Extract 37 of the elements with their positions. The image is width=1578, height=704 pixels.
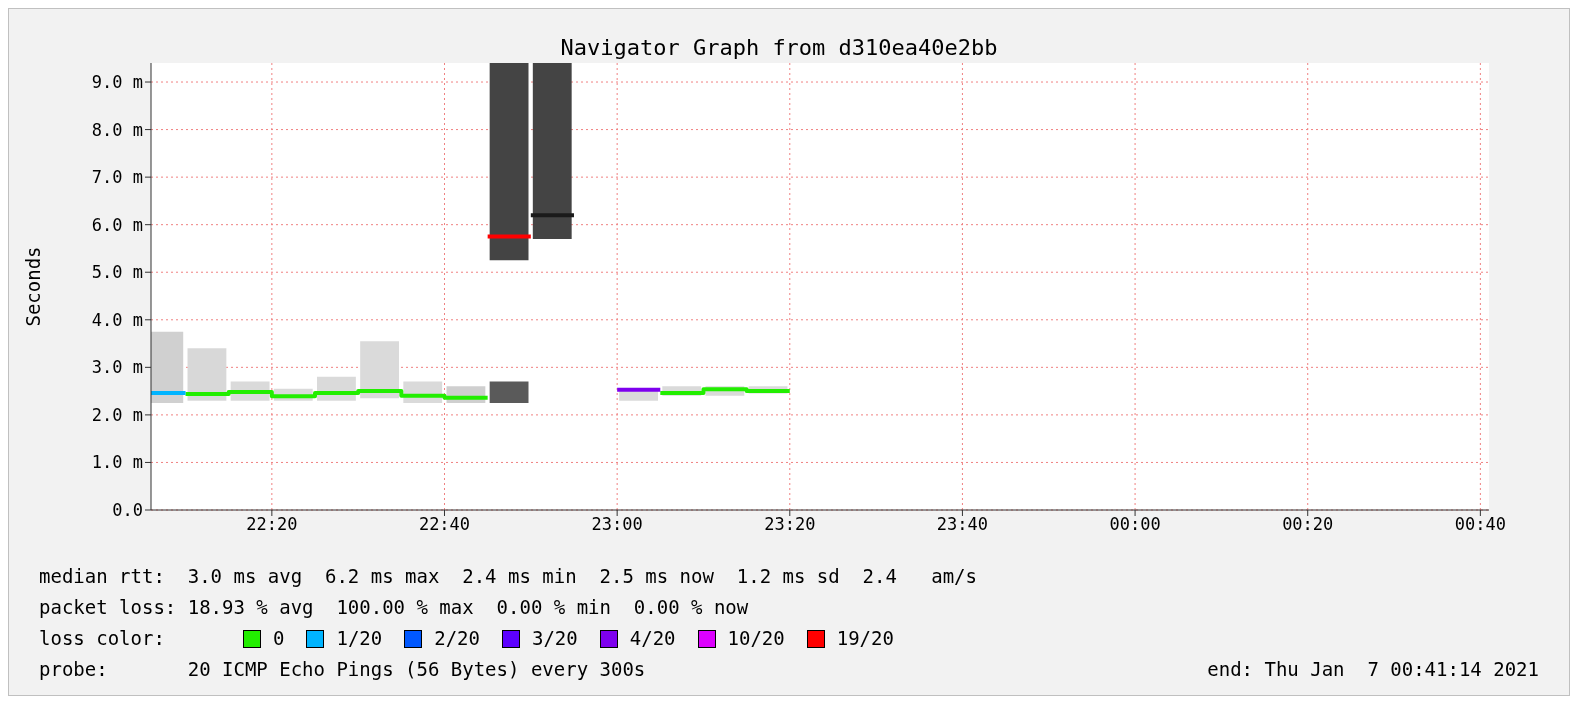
text: median rtt: 3.0 ms avg 6.2 ms max 2.4 ms min 2.5 ms now 1.2 ms sd 2.4 am/s <box>39 564 978 589</box>
bar <box>187 348 227 401</box>
x-tick-label: 23:00 <box>591 514 643 535</box>
x-tick-label: 22:20 <box>246 514 298 535</box>
x-tick-label: 22:40 <box>418 514 471 535</box>
x-tick-label: 23:20 <box>764 514 816 535</box>
y-tick-label: 5.0 m <box>91 262 143 283</box>
x-tick-label: 23:40 <box>936 514 989 535</box>
y-tick-label: 3.0 m <box>91 357 143 378</box>
text: probe: 20 ICMP Echo Pings (56 Bytes) every 300s <box>39 657 646 682</box>
bar <box>360 341 400 399</box>
y-tick-label: 6.0 m <box>91 214 143 235</box>
legend-label: 3/20 <box>531 626 578 651</box>
y-tick-label: 2.0 m <box>91 404 143 425</box>
bar <box>489 381 529 404</box>
y-axis-title: Seconds <box>21 246 44 327</box>
legend-label: 0 <box>273 626 285 651</box>
text: end: Thu Jan 7 00:41:14 2021 <box>1207 657 1539 682</box>
legend-title: loss color: <box>39 626 166 651</box>
legend-label: 1/20 <box>336 626 383 651</box>
text: packet loss: 18.93 % avg 100.00 % max 0.00 % min 0.00 % now <box>39 595 750 620</box>
y-tick-label: 0.0 <box>112 500 143 521</box>
bar <box>532 63 572 239</box>
x-tick-label: 00:20 <box>1282 514 1334 535</box>
legend-label: 10/20 <box>727 626 785 651</box>
y-tick-label: 7.0 m <box>91 167 143 188</box>
y-tick-label: 4.0 m <box>91 309 143 330</box>
legend-label: 4/20 <box>629 626 676 651</box>
bar <box>489 63 529 261</box>
y-tick-label: 8.0 m <box>91 119 143 140</box>
legend-label: 19/20 <box>836 626 894 651</box>
x-tick-label: 00:40 <box>1454 514 1506 535</box>
legend-label: 2/20 <box>434 626 480 651</box>
x-tick-label: 00:00 <box>1109 514 1161 535</box>
y-tick-label: 1.0 m <box>91 452 143 473</box>
y-tick-label: 9.0 m <box>91 72 143 93</box>
chart-title: Navigator Graph from d310ea40e2bb <box>559 35 999 60</box>
